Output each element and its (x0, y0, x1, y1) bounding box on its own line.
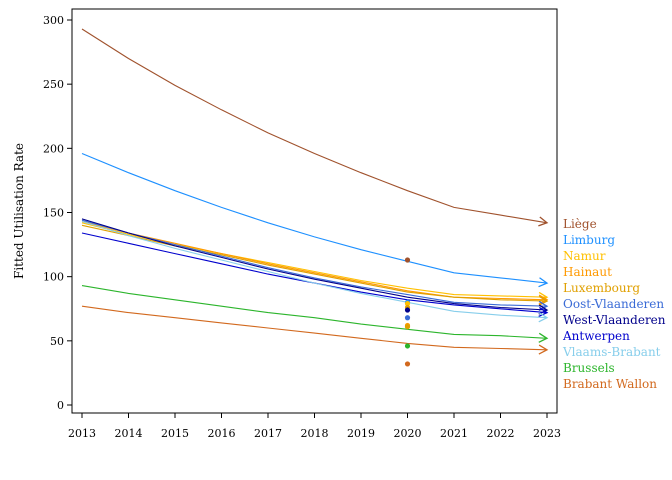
x-tick-label-2017: 2017 (254, 427, 282, 440)
x-tick-label-2015: 2015 (161, 427, 189, 440)
data-points-2020 (404, 257, 411, 367)
legend-label-4: Luxembourg (563, 281, 640, 295)
y-axis-title: Fitted Utilisation Rate (12, 143, 26, 279)
y-axis: 0 50 100 150 200 250 300 (43, 14, 72, 412)
legend-label-0: Liège (563, 217, 597, 231)
x-tick-label-2013: 2013 (68, 427, 96, 440)
legend: Liège Limburg Namur Hainaut Luxembourg Oost-V… (562, 217, 666, 391)
legend-label-3: Hainaut (563, 265, 612, 279)
series-lines (81, 28, 549, 355)
legend-label-1: Limburg (563, 233, 615, 247)
y-tick-label-50: 50 (50, 335, 64, 348)
x-tick-label-2019: 2019 (347, 427, 375, 440)
x-tick-label-2016: 2016 (208, 427, 236, 440)
legend-label-7: Antwerpen (562, 329, 630, 343)
data-point-2020-9 (404, 361, 411, 367)
series-line-5 (81, 219, 548, 307)
x-tick-label-2023: 2023 (533, 427, 561, 440)
y-tick-label-0: 0 (57, 399, 64, 412)
data-point-2020-8 (404, 343, 411, 349)
data-point-2020-4 (404, 307, 411, 313)
series-line-8 (81, 220, 548, 319)
y-tick-label-200: 200 (43, 142, 64, 155)
series-arrow-0 (538, 216, 549, 227)
x-tick-label-2020: 2020 (394, 427, 422, 440)
data-point-2020-0 (404, 257, 411, 263)
series-line-1 (81, 152, 548, 284)
legend-label-9: Brussels (563, 361, 615, 375)
series-arrow-4 (538, 295, 549, 306)
legend-label-10: Brabant Wallon (563, 377, 657, 391)
series-arrow-1 (538, 277, 549, 288)
series-line-10 (81, 305, 548, 351)
series-arrow-9 (538, 332, 549, 343)
data-point-2020-7 (404, 324, 411, 330)
x-tick-label-2022: 2022 (487, 427, 515, 440)
series-arrow-7 (538, 306, 549, 318)
legend-label-8: Vlaams-Brabant (562, 345, 661, 359)
series-line-4 (81, 224, 548, 302)
series-arrow-8 (538, 312, 549, 323)
data-point-2020-5 (404, 315, 411, 321)
series-line-9 (81, 285, 548, 339)
legend-label-5: Oost-Vlaanderen (563, 297, 664, 311)
plot-frame (71, 8, 558, 414)
data-point-2020-2 (404, 301, 411, 307)
y-tick-label-250: 250 (43, 78, 64, 91)
series-line-0 (81, 28, 548, 224)
x-axis: 2013 2014 2015 2016 2017 2018 2019 2020 2021 2022… (68, 413, 561, 440)
legend-label-2: Namur (563, 249, 606, 263)
legend-label-6: West-Vlaanderen (563, 313, 666, 327)
series-arrow-10 (538, 344, 549, 355)
x-tick-label-2018: 2018 (301, 427, 329, 440)
y-tick-label-100: 100 (43, 271, 64, 284)
series-arrow-6 (538, 304, 549, 315)
y-tick-label-150: 150 (43, 207, 64, 220)
series-line-6 (81, 218, 548, 311)
y-tick-label-300: 300 (43, 14, 64, 27)
x-tick-label-2021: 2021 (440, 427, 468, 440)
x-tick-label-2014: 2014 (115, 427, 143, 440)
